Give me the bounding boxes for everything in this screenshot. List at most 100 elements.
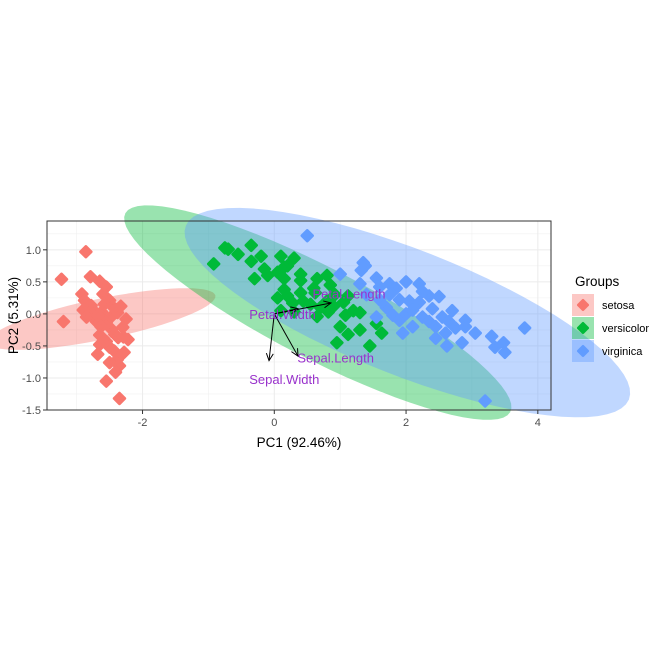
data-points xyxy=(54,229,532,408)
point-versicolor xyxy=(341,289,355,303)
point-virginica xyxy=(458,313,473,328)
x-tick-label: -2 xyxy=(138,417,148,429)
legend-marker-virginica xyxy=(577,345,589,357)
point-setosa xyxy=(99,374,113,388)
loading-label-Petal.Width: Petal.Width xyxy=(249,307,315,322)
y-axis-title: PC2 (5.31%) xyxy=(6,277,21,354)
point-virginica xyxy=(448,321,463,335)
y-tick-label: -1.0 xyxy=(22,373,41,385)
point-virginica xyxy=(442,314,456,329)
point-virginica xyxy=(429,320,443,334)
loading-arrow-Petal.Width xyxy=(274,308,299,315)
point-versicolor xyxy=(244,238,258,253)
legend-marker-setosa xyxy=(577,299,589,311)
point-virginica xyxy=(389,281,403,295)
point-virginica xyxy=(498,345,512,360)
loading-label-Petal.Length: Petal.Length xyxy=(313,287,386,302)
point-virginica xyxy=(392,293,407,307)
y-tick-label: -1.5 xyxy=(22,405,41,417)
point-versicolor xyxy=(244,254,258,269)
point-versicolor xyxy=(231,247,245,262)
loading-arrowhead-Sepal.Length xyxy=(291,348,299,358)
point-versicolor xyxy=(320,268,334,283)
point-versicolor xyxy=(308,286,322,300)
legend-marker-versicolor xyxy=(577,322,589,334)
x-tick-label: 2 xyxy=(403,417,409,429)
loading-arrowhead-Petal.Length xyxy=(323,300,333,309)
point-virginica xyxy=(396,326,410,340)
point-versicolor xyxy=(247,271,262,286)
legend-label-virginica: virginica xyxy=(602,346,643,358)
point-setosa xyxy=(102,355,117,370)
x-tick-label: 0 xyxy=(271,417,277,429)
point-versicolor xyxy=(321,305,336,319)
point-versicolor xyxy=(277,260,291,274)
point-virginica xyxy=(415,284,430,299)
point-versicolor xyxy=(287,251,301,265)
point-virginica xyxy=(379,300,393,315)
y-tick-label: 1.0 xyxy=(26,245,41,257)
point-versicolor xyxy=(310,309,324,324)
point-versicolor xyxy=(277,271,291,286)
y-tick-label: 0.0 xyxy=(26,309,41,321)
point-versicolor xyxy=(333,320,347,334)
x-axis-title: PC1 (92.46%) xyxy=(257,435,342,450)
point-virginica xyxy=(358,259,372,273)
point-virginica xyxy=(369,310,384,324)
point-setosa xyxy=(54,272,69,287)
point-versicolor xyxy=(254,249,268,263)
legend-label-setosa: setosa xyxy=(602,300,635,312)
point-virginica xyxy=(425,302,440,316)
point-virginica xyxy=(478,394,492,408)
point-setosa xyxy=(83,270,98,284)
point-versicolor xyxy=(323,278,337,292)
point-versicolor xyxy=(353,323,367,337)
point-versicolor xyxy=(328,287,342,302)
y-tick-label: 0.5 xyxy=(26,277,41,289)
point-versicolor xyxy=(330,336,344,350)
point-setosa xyxy=(56,314,71,329)
point-versicolor xyxy=(341,327,355,342)
point-virginica xyxy=(373,293,387,307)
point-setosa xyxy=(109,303,123,317)
point-virginica xyxy=(412,295,426,310)
point-setosa xyxy=(117,345,131,360)
point-virginica xyxy=(440,339,454,353)
point-virginica xyxy=(435,310,449,324)
point-setosa xyxy=(97,297,112,311)
point-setosa xyxy=(93,337,107,352)
point-virginica xyxy=(359,287,374,302)
y-axis-ticks: 1.0 0.5 0.0 -0.5 -1.0 -1.5 xyxy=(22,245,47,417)
point-virginica xyxy=(432,289,446,304)
point-virginica xyxy=(429,331,443,345)
point-virginica xyxy=(373,280,387,294)
point-virginica xyxy=(392,313,407,328)
point-setosa xyxy=(121,332,135,347)
point-versicolor xyxy=(293,273,308,288)
point-versicolor xyxy=(206,257,221,271)
point-virginica xyxy=(438,326,453,340)
point-versicolor xyxy=(261,268,275,283)
point-setosa xyxy=(99,280,113,294)
plot-panel-border xyxy=(46,220,552,411)
point-versicolor xyxy=(310,271,324,286)
point-versicolor xyxy=(277,282,291,297)
point-virginica xyxy=(399,275,413,289)
point-versicolor xyxy=(363,339,377,353)
loading-label-Sepal.Width: Sepal.Width xyxy=(249,372,319,387)
loading-arrowhead-Sepal.Width xyxy=(265,352,274,362)
point-versicolor xyxy=(353,305,367,320)
point-virginica xyxy=(468,326,482,340)
point-setosa xyxy=(79,310,94,324)
point-virginica xyxy=(445,303,459,318)
loading-label-Sepal.Length: Sepal.Length xyxy=(297,351,374,366)
x-tick-label: 4 xyxy=(535,417,541,429)
point-virginica xyxy=(300,229,314,243)
loading-arrow-Sepal.Length xyxy=(273,313,299,357)
legend: Groups setosa versicolor virginica xyxy=(572,274,649,362)
point-virginica xyxy=(488,340,502,354)
point-virginica xyxy=(333,267,347,281)
point-virginica xyxy=(485,329,499,344)
x-axis-ticks: -2 0 2 4 xyxy=(138,410,541,429)
point-virginica xyxy=(353,277,367,291)
